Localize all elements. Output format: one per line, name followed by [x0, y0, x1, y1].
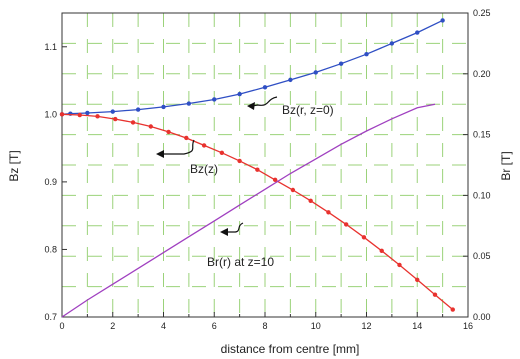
bz-z-series-point — [148, 124, 154, 129]
bz-r-series-point — [186, 101, 192, 106]
bz-z-series-point — [59, 112, 65, 117]
arrowhead-icon — [247, 102, 255, 110]
annotation-label: Bz(z) — [190, 162, 218, 176]
x-axis-title: distance from centre [mm] — [221, 342, 360, 356]
bz-r-series-point — [85, 110, 90, 116]
bz-r-series-point — [262, 85, 268, 90]
arrowhead-icon — [220, 228, 228, 236]
annotation-arrow — [251, 96, 278, 107]
x-tick-label: 14 — [412, 321, 422, 331]
bz-z-series-point — [130, 120, 136, 125]
bz-z-series-point — [432, 292, 438, 297]
bz-z-series-point — [113, 116, 118, 122]
x-tick-label: 10 — [311, 321, 321, 331]
bz-z-series-point — [361, 235, 367, 240]
y-left-tick-label: 1.0 — [44, 109, 57, 119]
arrowhead-icon — [156, 150, 164, 158]
bz-z-series-point — [201, 143, 207, 148]
bz-z-series-point — [290, 187, 296, 193]
x-tick-label: 12 — [361, 321, 371, 331]
bz-r-series-point — [364, 52, 369, 57]
series-layer — [59, 18, 455, 318]
annotations: Bz(r, z=0) Bz(z) Br(r) at z=10 — [156, 96, 334, 269]
bz-r-series-point — [389, 41, 395, 46]
y-right-tick-label: 0.00 — [473, 312, 491, 322]
bz-r-series-line — [61, 19, 443, 115]
bz-z-series-point — [326, 210, 331, 215]
bz-r-series-point — [415, 30, 420, 35]
y-right-ticks: 0.00 0.05 0.10 0.15 0.20 0.25 — [463, 8, 491, 322]
y-left-tick-label: 0.9 — [44, 177, 57, 187]
annotation-label: Bz(r, z=0) — [282, 103, 334, 117]
bz-r-series-point — [161, 104, 166, 110]
x-tick-label: 2 — [110, 321, 115, 331]
x-tick-label: 4 — [161, 321, 166, 331]
x-tick-label: 6 — [212, 321, 217, 331]
y-right-tick-label: 0.25 — [473, 8, 491, 18]
annotation-arrow — [226, 222, 244, 233]
y-left-tick-label: 1.1 — [44, 42, 57, 52]
bz-z-series-point — [255, 167, 260, 172]
br-r-series-line — [61, 103, 436, 318]
bz-z-series-line — [61, 113, 454, 311]
bz-z-series-point — [237, 158, 242, 164]
bz-r-series-point — [440, 18, 445, 23]
bz-z-series-point — [95, 114, 100, 119]
y-left-tick-label: 0.8 — [44, 244, 57, 254]
bz-z-series-point — [450, 307, 455, 312]
annotation-label: Br(r) at z=10 — [207, 255, 274, 269]
bz-z-series-point — [308, 198, 313, 204]
y-right-tick-label: 0.15 — [473, 130, 491, 140]
grid — [62, 13, 468, 317]
y-right-tick-label: 0.10 — [473, 190, 491, 200]
y-left-axis-title: Bz [T] — [7, 150, 21, 181]
x-tick-label: 8 — [262, 321, 267, 331]
bz-z-series-point — [166, 129, 171, 135]
x-ticks: 0 2 4 6 8 10 12 14 16 — [59, 312, 473, 331]
bz-r-series-point — [338, 61, 344, 66]
bz-z-series-point — [415, 277, 420, 283]
bz-r-series-point — [135, 107, 141, 112]
bz-z-series-point — [219, 150, 225, 156]
x-tick-label: 0 — [59, 321, 64, 331]
bz-z-series-point — [344, 222, 349, 227]
bz-z-series-point — [379, 248, 384, 253]
x-tick-label: 16 — [463, 321, 473, 331]
y-left-tick-label: 0.7 — [44, 312, 57, 322]
bz-z-series-point — [77, 112, 82, 118]
y-right-tick-label: 0.05 — [473, 251, 491, 261]
bz-z-series-point — [397, 262, 402, 268]
bz-r-series-point — [110, 109, 115, 114]
bz-r-series-point — [313, 70, 318, 75]
bz-r-series-point — [237, 91, 242, 97]
bz-r-series-point — [288, 77, 293, 83]
bz-r-series-point — [212, 97, 217, 102]
bz-z-series-point — [272, 177, 278, 183]
y-right-axis-title: Br [T] — [499, 151, 513, 180]
y-left-ticks: 0.7 0.8 0.9 1.0 1.1 — [44, 42, 67, 322]
y-right-tick-label: 0.20 — [473, 69, 491, 79]
annotation-arrow — [162, 139, 195, 155]
bz-z-series-point — [184, 135, 189, 141]
